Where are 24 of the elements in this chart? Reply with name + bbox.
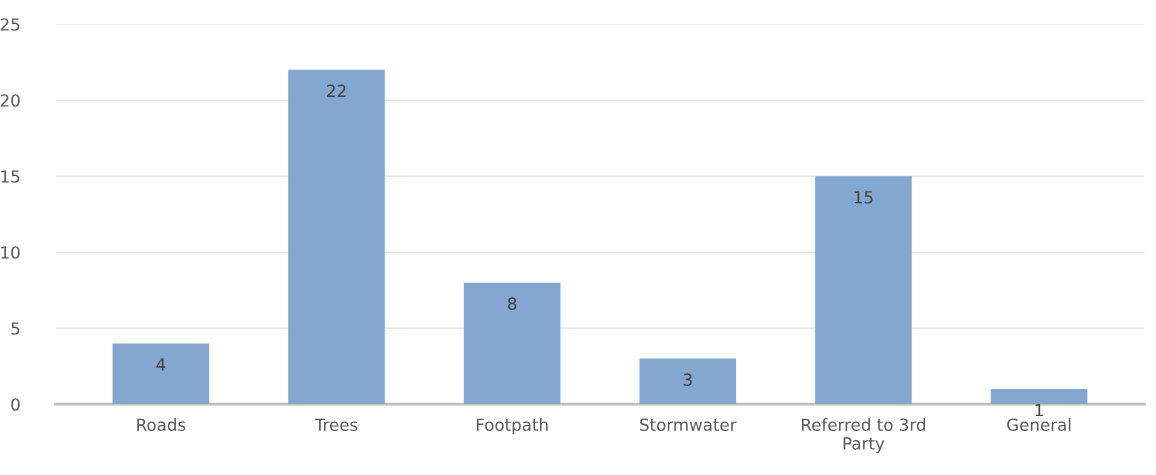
- bar: [990, 389, 1088, 405]
- x-tick-label: Stormwater: [640, 418, 737, 432]
- y-tick-label: 15: [1, 170, 20, 183]
- y-tick-label: 25: [0, 18, 20, 31]
- y-tick-label: 5: [11, 322, 20, 335]
- y-tick-label: 0: [11, 398, 20, 411]
- x-tick-label: General: [1007, 418, 1071, 432]
- x-tick-label: Roads: [137, 418, 186, 432]
- data-label: 8: [507, 297, 517, 310]
- data-label: 4: [156, 358, 166, 371]
- data-label: 3: [683, 373, 692, 386]
- data-label: 15: [854, 191, 873, 204]
- bar: [463, 282, 561, 405]
- data-label: 22: [327, 84, 346, 97]
- bar: [288, 69, 385, 405]
- x-tick-label: Trees: [314, 418, 358, 432]
- bar: [815, 176, 912, 405]
- y-tick-label: 20: [0, 94, 20, 107]
- bar: [112, 343, 210, 405]
- x-tick-label: Referred to 3rd Party: [801, 418, 925, 453]
- x-tick-label: Footpath: [476, 418, 548, 435]
- data-label: 1: [1035, 403, 1043, 417]
- y-tick-label: 10: [1, 246, 20, 259]
- bar: [639, 358, 737, 405]
